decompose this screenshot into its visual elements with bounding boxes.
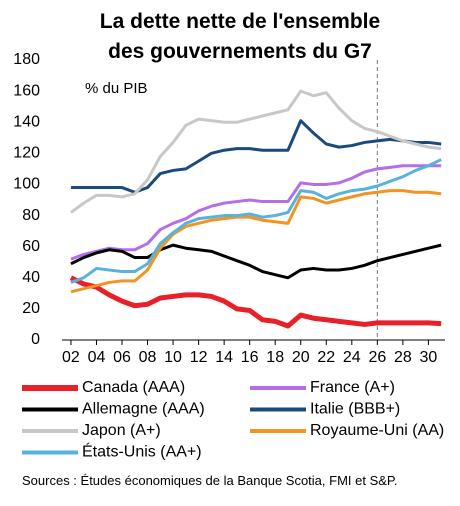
legend-label: Royaume-Uni (AA): [310, 422, 444, 439]
x-tick-label: 26: [368, 349, 386, 366]
chart-title: La dette nette de l'ensemble des gouverne…: [100, 10, 380, 63]
legend-label: Italie (BBB+): [310, 401, 400, 418]
series-line: [70, 164, 442, 261]
y-tick-label: 20: [22, 300, 40, 317]
x-tick-label: 08: [139, 349, 157, 366]
y-tick-label: 60: [22, 238, 40, 255]
y-tick-label: 180: [13, 51, 40, 68]
y-axis-label: % du PIB: [85, 80, 148, 97]
series-line: [70, 158, 442, 284]
series-line: [70, 189, 442, 294]
x-tick-label: 30: [420, 349, 438, 366]
legend-label: Canada (AAA): [82, 379, 185, 396]
legend-label: France (A+): [310, 379, 395, 396]
x-tick-label: 18: [266, 349, 284, 366]
x-tick-label: 24: [343, 349, 361, 366]
x-tick-label: 06: [113, 349, 131, 366]
x-tick-label: 28: [394, 349, 412, 366]
y-tick-label: 80: [22, 207, 40, 224]
source-note: Sources : Études économiques de la Banqu…: [22, 473, 398, 488]
legend-label: États-Unis (AA+): [82, 442, 202, 461]
series-line: [70, 119, 442, 194]
x-tick-label: 12: [190, 349, 208, 366]
series-line: [69, 275, 442, 329]
series-line: [70, 89, 442, 214]
series-line: [70, 243, 442, 280]
y-tick-label: 100: [13, 176, 40, 193]
legend-label: Allemagne (AAA): [82, 401, 205, 418]
y-tick-label: 40: [22, 269, 40, 286]
y-tick-label: 160: [13, 82, 40, 99]
x-tick-label: 04: [88, 349, 106, 366]
y-tick-label: 120: [13, 145, 40, 162]
x-tick-label: 16: [241, 349, 259, 366]
x-tick-label: 22: [317, 349, 335, 366]
x-tick-label: 14: [215, 349, 233, 366]
x-tick-label: 20: [292, 349, 310, 366]
y-tick-label: 0: [31, 331, 40, 348]
chart: La dette nette de l'ensemble des gouverne…: [13, 10, 445, 461]
x-tick-label: 10: [164, 349, 182, 366]
y-tick-label: 140: [13, 113, 40, 130]
x-tick-label: 02: [62, 349, 80, 366]
legend-label: Japon (A+): [82, 422, 161, 439]
